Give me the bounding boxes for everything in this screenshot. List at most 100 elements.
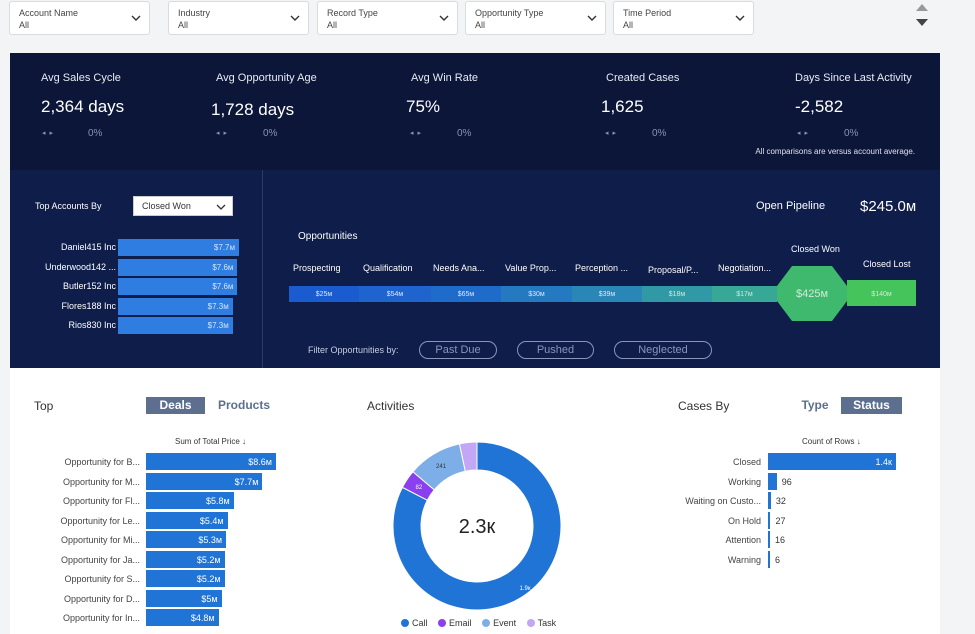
chevron-down-icon: [587, 15, 597, 21]
funnel-stage-value-prop[interactable]: $30м: [501, 286, 572, 302]
kpi-title: Created Cases: [606, 72, 680, 84]
donut-center-total: 2.3к: [459, 516, 496, 538]
funnel-stage-shape[interactable]: [572, 286, 642, 302]
funnel-stage-shape[interactable]: [847, 280, 916, 306]
case-status-name: Attention: [725, 535, 761, 545]
case-bar[interactable]: [768, 472, 777, 490]
deal-bar-value: $5.3м: [198, 535, 223, 545]
trend-flat-icon: ◂ ▸: [42, 130, 54, 137]
deal-row[interactable]: Opportunity for M... $7.7м: [10, 472, 310, 490]
account-name: Underwood142 ...: [44, 261, 116, 272]
past-due-button[interactable]: Past Due: [419, 341, 497, 359]
funnel-stage-shape[interactable]: [642, 286, 712, 302]
account-row[interactable]: Flores188 Inc $7.3м: [10, 297, 260, 315]
account-bar[interactable]: $7.7м: [118, 239, 239, 256]
deal-bar[interactable]: $7.7м: [146, 472, 263, 490]
funnel-stage-shape[interactable]: [289, 286, 359, 302]
tab-status[interactable]: Status: [841, 397, 902, 414]
deal-bar[interactable]: $5.4м: [146, 511, 228, 529]
case-row[interactable]: Working 96: [10, 472, 940, 490]
funnel-stage-shape[interactable]: [712, 286, 777, 302]
deal-row[interactable]: Opportunity for D... $5м: [10, 589, 310, 607]
case-row[interactable]: Attention 16: [10, 531, 940, 548]
filter-time-period[interactable]: Time Period All: [613, 1, 754, 35]
account-bar[interactable]: $7.3м: [118, 297, 233, 315]
filter-industry[interactable]: Industry All: [168, 1, 309, 35]
deal-bar[interactable]: $5.2м: [146, 550, 225, 568]
funnel-stage-label: Closed Lost: [863, 259, 911, 269]
account-row[interactable]: Rios830 Inc $7.3м: [10, 317, 260, 334]
chevron-down-icon: [735, 15, 745, 21]
deal-row[interactable]: Opportunity for Fl... $5.8м: [10, 492, 310, 509]
case-bar[interactable]: [768, 511, 771, 529]
deal-bar-value: $5.8м: [205, 496, 230, 506]
case-bar-value: 16: [775, 535, 786, 545]
legend-swatch-email: [438, 619, 447, 627]
deal-row[interactable]: Opportunity for Le... $5.4м: [10, 511, 310, 529]
trend-flat-icon: ◂ ▸: [605, 130, 617, 137]
tab-products[interactable]: Products: [217, 398, 270, 412]
filter-account-name[interactable]: Account Name All: [9, 1, 150, 35]
funnel-stage-prospecting[interactable]: $25м: [289, 286, 359, 302]
filter-record-type[interactable]: Record Type All: [317, 1, 458, 35]
funnel-stage-qualification[interactable]: $54м: [359, 286, 431, 302]
funnel-stage-closed-lost[interactable]: $140м: [847, 280, 916, 306]
funnel-stage-shape[interactable]: [501, 286, 572, 302]
top-accounts-select[interactable]: Closed Won: [133, 196, 233, 216]
deal-bar[interactable]: $5.2м: [146, 570, 225, 587]
case-row[interactable]: On Hold 27: [10, 511, 940, 529]
donut-segment-call[interactable]: [392, 441, 562, 611]
account-bar[interactable]: $7.6м: [118, 258, 238, 276]
funnel-stage-needs-ana[interactable]: $65м: [431, 286, 501, 302]
deal-bar-value: $5.2м: [196, 574, 221, 584]
scroll-up-icon[interactable]: [910, 0, 934, 15]
funnel-stage-closed-won[interactable]: $425м: [777, 266, 847, 321]
case-bar[interactable]: 1.4к: [768, 453, 896, 470]
funnel-stage-shape[interactable]: [431, 286, 501, 302]
account-bar[interactable]: $7.3м: [118, 317, 233, 334]
funnel-stage-negotiation[interactable]: $17м: [712, 286, 777, 302]
funnel-stage-proposal-p[interactable]: $18м: [642, 286, 712, 302]
page-scrollbar[interactable]: [940, 0, 975, 634]
case-row[interactable]: Warning 6: [10, 550, 940, 568]
deal-row[interactable]: Opportunity for Mi... $5.3м: [10, 531, 310, 548]
tab-deals[interactable]: Deals: [146, 397, 205, 414]
deal-row[interactable]: Opportunity for In... $4.8м: [10, 609, 310, 626]
funnel-stage-shape[interactable]: [777, 266, 847, 321]
donut-segment-label: 241: [436, 464, 447, 470]
funnel-stage-shape[interactable]: [359, 286, 431, 302]
open-pipeline-label: Open Pipeline: [756, 200, 826, 212]
deal-bar[interactable]: $5.8м: [146, 492, 234, 509]
deal-bar[interactable]: $4.8м: [146, 609, 219, 626]
account-bar[interactable]: $7.6м: [118, 278, 238, 295]
funnel-stage-label: Negotiation...: [718, 263, 772, 273]
deal-row[interactable]: Opportunity for B... $8.6м: [10, 453, 310, 470]
pushed-button[interactable]: Pushed: [517, 341, 594, 359]
deal-bar[interactable]: $5м: [146, 589, 222, 607]
funnel-stage-perception[interactable]: $39м: [572, 286, 642, 302]
neglected-button[interactable]: Neglected: [614, 341, 712, 359]
deal-bar[interactable]: $5.3м: [146, 531, 227, 548]
case-bar[interactable]: [768, 550, 770, 568]
deal-row[interactable]: Opportunity for Ja... $5.2м: [10, 550, 310, 568]
case-row[interactable]: Closed 1.4к: [10, 453, 940, 470]
legend-event: Event: [493, 618, 517, 628]
scroll-down-icon[interactable]: [910, 15, 934, 30]
chevron-down-icon: [131, 15, 141, 21]
filter-opportunity-type[interactable]: Opportunity Type All: [465, 1, 606, 35]
open-pipeline-value: $245.0м: [860, 198, 917, 215]
tab-type[interactable]: Type: [801, 398, 829, 412]
donut-segment-label: 82: [415, 485, 422, 491]
deal-row[interactable]: Opportunity for S... $5.2м: [10, 570, 310, 587]
case-bar[interactable]: [768, 492, 771, 509]
donut-segment-task[interactable]: [458, 441, 478, 472]
chevron-down-icon: [216, 204, 226, 210]
kpi-value: 2,364 days: [41, 97, 125, 116]
kpi-value: -2,582: [795, 97, 844, 116]
deal-bar[interactable]: $8.6м: [146, 453, 276, 470]
account-row[interactable]: Underwood142 ... $7.6м: [10, 258, 260, 276]
account-row[interactable]: Butler152 Inc $7.6м: [10, 278, 260, 295]
case-row[interactable]: Waiting on Custo... 32: [10, 492, 940, 509]
case-bar[interactable]: [768, 531, 770, 548]
account-row[interactable]: Daniel415 Inc $7.7м: [10, 239, 260, 256]
